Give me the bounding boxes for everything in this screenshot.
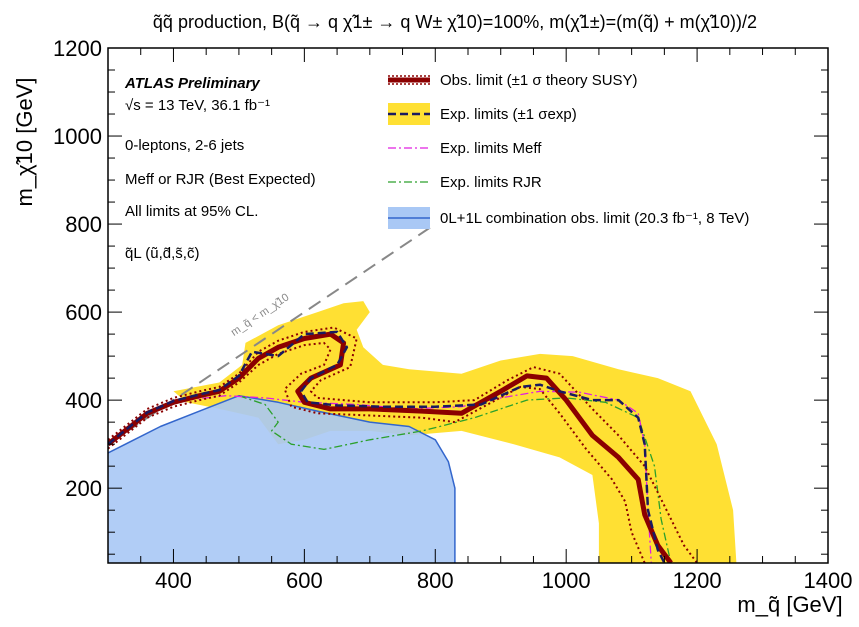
y-tick-label: 1000	[53, 124, 102, 149]
legend-label: 0L+1L combination obs. limit (20.3 fb⁻¹,…	[440, 210, 749, 227]
info-line-squarks: q̃L (ũ,d̃,s̃,c̃)	[125, 245, 199, 262]
legend-item: Obs. limit (±1 σ theory SUSY)	[388, 72, 638, 89]
x-tick-label: 800	[417, 568, 454, 593]
y-tick-label: 400	[65, 388, 102, 413]
legend-item: Exp. limits (±1 σexp)	[388, 103, 577, 125]
info-line-energy: √s = 13 TeV, 36.1 fb⁻¹	[125, 97, 270, 114]
legend-item: Exp. limits RJR	[388, 174, 542, 191]
y-axis-title: m_χ̃10 [GeV]	[12, 78, 37, 207]
plot-content	[108, 223, 737, 563]
series-exp-limits-rjr	[238, 395, 672, 563]
legend-label: Obs. limit (±1 σ theory SUSY)	[440, 72, 638, 89]
series-obs-limit	[108, 331, 673, 563]
info-line-cl: All limits at 95% CL.	[125, 203, 258, 220]
info-line-selection: 0-leptons, 2-6 jets	[125, 137, 244, 154]
band-exp-1sigma	[173, 301, 737, 563]
chart-title: q̃q̃ production, B(q̃ → q χ̃1± → q W± χ̃…	[153, 12, 757, 32]
x-tick-label: 1200	[673, 568, 722, 593]
legend-item: Exp. limits Meff	[388, 140, 542, 157]
y-tick-label: 800	[65, 212, 102, 237]
axes: 400 600 800 1000 1200 1400 200 400 600 800 1000 120…	[53, 36, 852, 593]
legend-label: Exp. limits RJR	[440, 174, 542, 191]
y-tick-label: 1200	[53, 36, 102, 61]
legend-label: Exp. limits Meff	[440, 140, 542, 157]
x-tick-label: 400	[155, 568, 192, 593]
legend-item: 0L+1L combination obs. limit (20.3 fb⁻¹,…	[388, 207, 749, 229]
info-line-method: Meff or RJR (Best Expected)	[125, 171, 316, 188]
x-tick-label: 1400	[804, 568, 853, 593]
band-0l1l-combination	[108, 395, 455, 563]
y-tick-label: 600	[65, 300, 102, 325]
series-exp-limits-meff	[186, 390, 652, 563]
legend: Obs. limit (±1 σ theory SUSY) Exp. limits…	[388, 72, 749, 229]
legend-swatch-band	[388, 103, 430, 125]
series-obs-limit-1-theory	[108, 326, 698, 563]
info-line-atlas: ATLAS Preliminary	[124, 75, 260, 92]
info-block: ATLAS Preliminary √s = 13 TeV, 36.1 fb⁻¹…	[124, 75, 316, 262]
series-0l-1l-combination-obs-limit	[108, 394, 456, 563]
plot-area	[108, 223, 737, 563]
x-tick-label: 600	[286, 568, 323, 593]
x-tick-label: 1000	[542, 568, 591, 593]
legend-label: Exp. limits (±1 σexp)	[440, 106, 577, 123]
x-axis-title: m_q̃ [GeV]	[737, 592, 842, 617]
y-tick-label: 200	[65, 476, 102, 501]
